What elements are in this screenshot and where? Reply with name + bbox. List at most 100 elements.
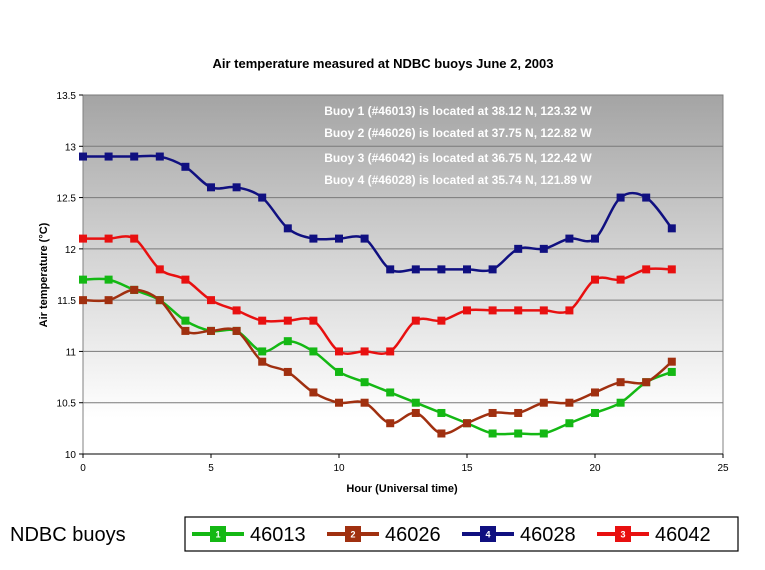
data-point bbox=[309, 388, 318, 397]
data-point bbox=[514, 244, 523, 253]
data-point bbox=[488, 408, 497, 417]
data-point bbox=[232, 183, 241, 192]
data-point bbox=[335, 398, 343, 407]
annotation-buoy-1: Buoy 1 (#46013) is located at 38.12 N, 1… bbox=[324, 104, 592, 118]
data-point bbox=[386, 347, 395, 356]
data-point bbox=[488, 429, 497, 438]
legend-marker bbox=[345, 526, 361, 542]
data-point bbox=[437, 408, 446, 417]
data-point bbox=[514, 408, 523, 417]
legend-marker-label: 4 bbox=[485, 530, 490, 540]
data-point bbox=[335, 367, 343, 376]
legend-label: 46042 bbox=[655, 524, 711, 546]
data-point bbox=[591, 234, 599, 243]
data-point bbox=[79, 234, 87, 243]
data-point bbox=[514, 429, 523, 438]
data-point bbox=[514, 306, 523, 315]
data-point bbox=[411, 316, 420, 325]
buoy-location-notes: Buoy 1 (#46013) is located at 38.12 N, 1… bbox=[324, 104, 592, 187]
data-point bbox=[155, 296, 164, 305]
data-point bbox=[181, 316, 190, 325]
data-point bbox=[335, 347, 343, 356]
legend-marker bbox=[210, 526, 226, 542]
data-point bbox=[283, 316, 292, 325]
data-point bbox=[283, 224, 292, 233]
data-point bbox=[667, 367, 676, 376]
annotation-buoy-2: Buoy 2 (#46026) is located at 37.75 N, 1… bbox=[324, 126, 592, 140]
data-point bbox=[437, 316, 446, 325]
data-point bbox=[488, 306, 497, 315]
y-tick-label: 12.5 bbox=[57, 194, 77, 205]
data-point bbox=[181, 275, 190, 284]
annotation-buoy-3: Buoy 3 (#46042) is located at 36.75 N, 1… bbox=[324, 151, 592, 165]
data-point bbox=[258, 316, 267, 325]
x-tick-label: 0 bbox=[80, 463, 86, 474]
data-point bbox=[335, 234, 343, 243]
data-point bbox=[232, 306, 241, 315]
data-point bbox=[591, 388, 599, 397]
y-tick-label: 13.5 bbox=[57, 91, 77, 102]
data-point bbox=[258, 193, 267, 202]
data-point bbox=[155, 265, 164, 274]
data-point bbox=[463, 419, 471, 428]
data-point bbox=[411, 398, 420, 407]
data-point bbox=[130, 285, 139, 294]
data-point bbox=[181, 162, 190, 171]
annotation-buoy-4: Buoy 4 (#46028) is located at 35.74 N, 1… bbox=[324, 173, 592, 187]
data-point bbox=[488, 265, 497, 274]
legend-marker-label: 2 bbox=[350, 530, 355, 540]
legend-label: 46028 bbox=[520, 524, 576, 546]
data-point bbox=[130, 152, 139, 161]
plot-area bbox=[82, 94, 724, 455]
grid-lines bbox=[83, 94, 723, 455]
data-point bbox=[565, 419, 574, 428]
y-tick-label: 12 bbox=[65, 245, 77, 256]
data-point bbox=[283, 337, 292, 346]
x-tick-label: 25 bbox=[717, 463, 729, 474]
legend-marker-label: 3 bbox=[620, 530, 625, 540]
data-point bbox=[258, 357, 267, 366]
data-point bbox=[437, 429, 446, 438]
data-point bbox=[642, 378, 651, 387]
data-point bbox=[130, 234, 139, 243]
data-point bbox=[667, 224, 676, 233]
x-axis-label: Hour (Universal time) bbox=[346, 483, 458, 495]
data-point bbox=[79, 152, 87, 161]
data-point bbox=[565, 306, 574, 315]
data-point bbox=[565, 398, 574, 407]
data-point bbox=[79, 296, 87, 305]
series-layer bbox=[79, 152, 676, 438]
legend-title: NDBC buoys bbox=[10, 524, 126, 546]
data-point bbox=[386, 388, 395, 397]
data-point bbox=[616, 398, 625, 407]
data-point bbox=[539, 429, 548, 438]
legend-item-46042: 3 46042 bbox=[597, 524, 711, 546]
legend-marker bbox=[615, 526, 631, 542]
data-point bbox=[309, 316, 318, 325]
data-point bbox=[309, 234, 318, 243]
data-point bbox=[539, 398, 548, 407]
data-point bbox=[79, 275, 87, 284]
data-point bbox=[104, 296, 113, 305]
data-point bbox=[207, 296, 215, 305]
data-point bbox=[283, 367, 292, 376]
y-tick-label: 11 bbox=[66, 347, 77, 358]
y-tick-label: 10 bbox=[65, 450, 77, 461]
data-point bbox=[360, 347, 369, 356]
data-point bbox=[463, 265, 471, 274]
legend-marker bbox=[480, 526, 496, 542]
legend-item-46026: 2 46026 bbox=[327, 524, 441, 546]
series-46042 bbox=[79, 234, 676, 356]
y-tick-label: 11.5 bbox=[57, 296, 76, 307]
data-point bbox=[411, 265, 420, 274]
data-point bbox=[667, 265, 676, 274]
data-point bbox=[104, 275, 113, 284]
data-point bbox=[463, 306, 471, 315]
data-point bbox=[591, 275, 599, 284]
data-point bbox=[591, 408, 599, 417]
legend-marker-label: 1 bbox=[215, 530, 220, 540]
data-point bbox=[309, 347, 318, 356]
data-point bbox=[360, 234, 369, 243]
legend-label: 46026 bbox=[385, 524, 441, 546]
